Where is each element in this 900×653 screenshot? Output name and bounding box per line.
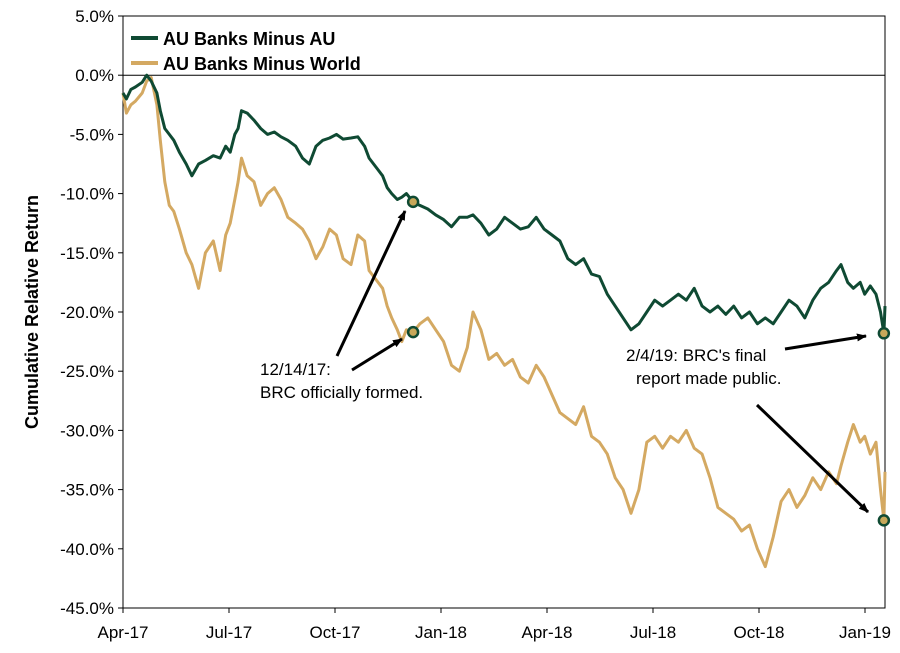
legend-label-world: AU Banks Minus World	[163, 54, 361, 74]
event-marker	[406, 195, 420, 209]
y-tick-label: -10.0%	[60, 185, 114, 204]
series-layer	[121, 73, 891, 569]
annotation-brc-formed: 12/14/17: BRC officially formed.	[260, 210, 423, 402]
x-tick-label: Jul-18	[630, 623, 676, 642]
y-tick-label: 5.0%	[75, 7, 114, 26]
x-tick-label: Jan-18	[415, 623, 467, 642]
y-tick-label: -25.0%	[60, 362, 114, 381]
x-tick-label: Oct-17	[309, 623, 360, 642]
arrow-brc-formed-world	[351, 337, 403, 372]
annotation-brc-formed-line-1: 12/14/17:	[260, 360, 331, 379]
legend: AU Banks Minus AU AU Banks Minus World	[131, 29, 361, 74]
arrow-brc-report-au	[784, 333, 867, 351]
y-tick-label: 0.0%	[75, 66, 114, 85]
arrow-brc-formed-au	[335, 210, 407, 357]
x-axis: Apr-17 Jul-17 Oct-17 Jan-18 Apr-18 Jul-18 Oct-…	[97, 608, 891, 642]
y-axis: 5.0% 0.0% -5.0% -10.0% -15.0% -20.0% -25.0% -30…	[60, 7, 123, 618]
x-tick-label: Jan-19	[839, 623, 891, 642]
y-tick-label: -45.0%	[60, 599, 114, 618]
plot-area	[122, 15, 886, 609]
y-axis-label: Cumulative Relative Return	[22, 195, 42, 429]
series-line-0	[121, 73, 887, 335]
y-tick-label: -15.0%	[60, 244, 114, 263]
y-tick-label: -20.0%	[60, 303, 114, 322]
annotation-brc-formed-line-2: BRC officially formed.	[260, 383, 423, 402]
event-marker	[877, 327, 891, 340]
annotation-brc-report: 2/4/19: BRC's final report made public.	[626, 333, 870, 514]
event-marker	[877, 514, 891, 527]
arrow-brc-report-world	[755, 403, 870, 514]
event-marker	[406, 325, 420, 339]
x-tick-label: Apr-18	[521, 623, 572, 642]
y-tick-label: -5.0%	[70, 125, 114, 144]
annotation-brc-report-line-1: 2/4/19: BRC's final	[626, 346, 766, 365]
legend-label-au: AU Banks Minus AU	[163, 29, 335, 49]
y-tick-label: -40.0%	[60, 540, 114, 559]
x-tick-label: Oct-18	[733, 623, 784, 642]
x-tick-label: Jul-17	[206, 623, 252, 642]
x-tick-label: Apr-17	[97, 623, 148, 642]
y-tick-label: -35.0%	[60, 481, 114, 500]
y-tick-label: -30.0%	[60, 421, 114, 440]
annotation-brc-report-line-2: report made public.	[636, 369, 782, 388]
series-line-1	[121, 76, 887, 569]
